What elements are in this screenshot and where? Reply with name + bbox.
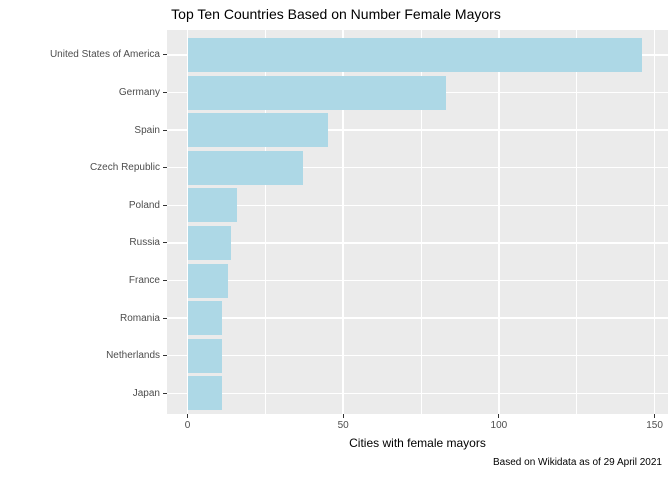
y-major-gridline xyxy=(167,166,668,169)
y-tick-mark xyxy=(163,167,167,169)
y-tick-mark xyxy=(163,392,167,394)
y-axis-label: Spain xyxy=(134,124,160,136)
y-tick-mark xyxy=(163,204,167,206)
y-axis-label: Poland xyxy=(128,199,160,211)
x-tick-label: 100 xyxy=(490,420,508,431)
x-tick-label: 50 xyxy=(337,420,349,431)
y-axis-label: United States of America xyxy=(49,49,160,61)
chart-caption: Based on Wikidata as of 29 April 2021 xyxy=(493,457,662,468)
bar-romania xyxy=(187,301,222,336)
y-major-gridline xyxy=(167,354,668,357)
bar-russia xyxy=(187,225,232,260)
y-major-gridline xyxy=(167,392,668,395)
x-minor-gridline xyxy=(576,30,578,414)
y-tick-mark xyxy=(163,129,167,131)
y-major-gridline xyxy=(167,129,668,131)
x-tick-label: 0 xyxy=(184,420,191,431)
y-major-gridline xyxy=(167,317,668,319)
x-tick-mark xyxy=(654,414,656,418)
y-tick-mark xyxy=(163,279,167,282)
y-axis-label: France xyxy=(128,275,160,286)
bar-poland xyxy=(187,188,238,223)
y-tick-mark xyxy=(163,91,167,94)
bar-japan xyxy=(187,376,222,411)
y-axis-label: Czech Republic xyxy=(89,162,160,174)
bar-czech-republic xyxy=(187,150,303,185)
y-tick-mark xyxy=(163,355,167,357)
x-minor-gridline xyxy=(420,30,422,414)
y-major-gridline xyxy=(167,242,668,244)
plot-panel xyxy=(167,30,668,414)
y-axis-label: Japan xyxy=(132,387,160,399)
x-tick-mark xyxy=(186,414,189,418)
x-tick-mark xyxy=(342,414,344,418)
x-minor-gridline xyxy=(264,30,266,414)
x-major-gridline xyxy=(498,30,500,414)
y-tick-mark xyxy=(163,242,167,244)
y-tick-mark xyxy=(163,317,167,319)
bar-germany xyxy=(187,75,446,110)
bar-netherlands xyxy=(187,338,222,373)
x-axis-title: Cities with female mayors xyxy=(349,436,486,450)
bar-france xyxy=(187,263,228,298)
y-axis-label: Germany xyxy=(118,87,160,98)
y-axis-label: Russia xyxy=(129,237,160,249)
x-major-gridline xyxy=(653,30,656,414)
x-major-gridline xyxy=(342,30,344,414)
y-major-gridline xyxy=(167,279,668,282)
bar-spain xyxy=(187,113,328,148)
x-tick-mark xyxy=(498,414,500,418)
y-axis-label: Romania xyxy=(119,312,160,324)
bar-united-states-of-america xyxy=(187,37,643,72)
y-tick-mark xyxy=(163,54,167,56)
y-major-gridline xyxy=(167,204,668,207)
chart-title: Top Ten Countries Based on Number Female… xyxy=(171,6,501,22)
y-axis-label: Netherlands xyxy=(106,350,160,362)
x-tick-label: 150 xyxy=(646,420,663,431)
